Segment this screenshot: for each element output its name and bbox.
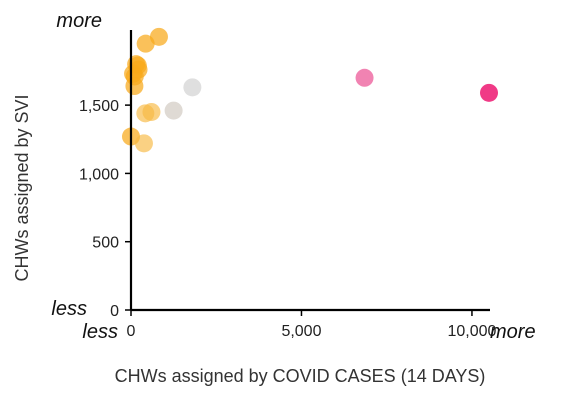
y-tick-label: 1,500 <box>79 98 119 115</box>
ticks-layer: 0 5,000 10,000 0 500 1,000 1,500 <box>79 98 497 340</box>
y-tick-label: 0 <box>110 303 119 320</box>
data-point[interactable] <box>183 78 202 97</box>
x-axis-end-high-label: more <box>490 321 536 343</box>
data-point[interactable] <box>125 77 144 95</box>
y-axis-end-high-label: more <box>56 10 102 32</box>
y-axis-title: CHWs assigned by SVI <box>12 94 32 281</box>
x-tick-label: 0 <box>127 323 136 340</box>
data-point[interactable] <box>136 34 155 53</box>
data-point[interactable] <box>480 83 498 102</box>
data-point[interactable] <box>136 104 155 123</box>
points-layer <box>122 27 498 153</box>
y-tick-label: 500 <box>92 235 119 252</box>
x-axis-title: CHWs assigned by COVID CASES (14 DAYS) <box>115 366 486 386</box>
x-tick-label: 10,000 <box>447 323 496 340</box>
data-point[interactable] <box>164 101 183 120</box>
x-axis-end-low-label: less <box>82 321 118 343</box>
x-tick-label: 5,000 <box>281 323 321 340</box>
data-point[interactable] <box>355 68 374 87</box>
y-tick-label: 1,000 <box>79 166 119 183</box>
y-axis-end-low-label: less <box>51 298 87 320</box>
data-point[interactable] <box>134 134 153 153</box>
data-point[interactable] <box>149 27 168 46</box>
